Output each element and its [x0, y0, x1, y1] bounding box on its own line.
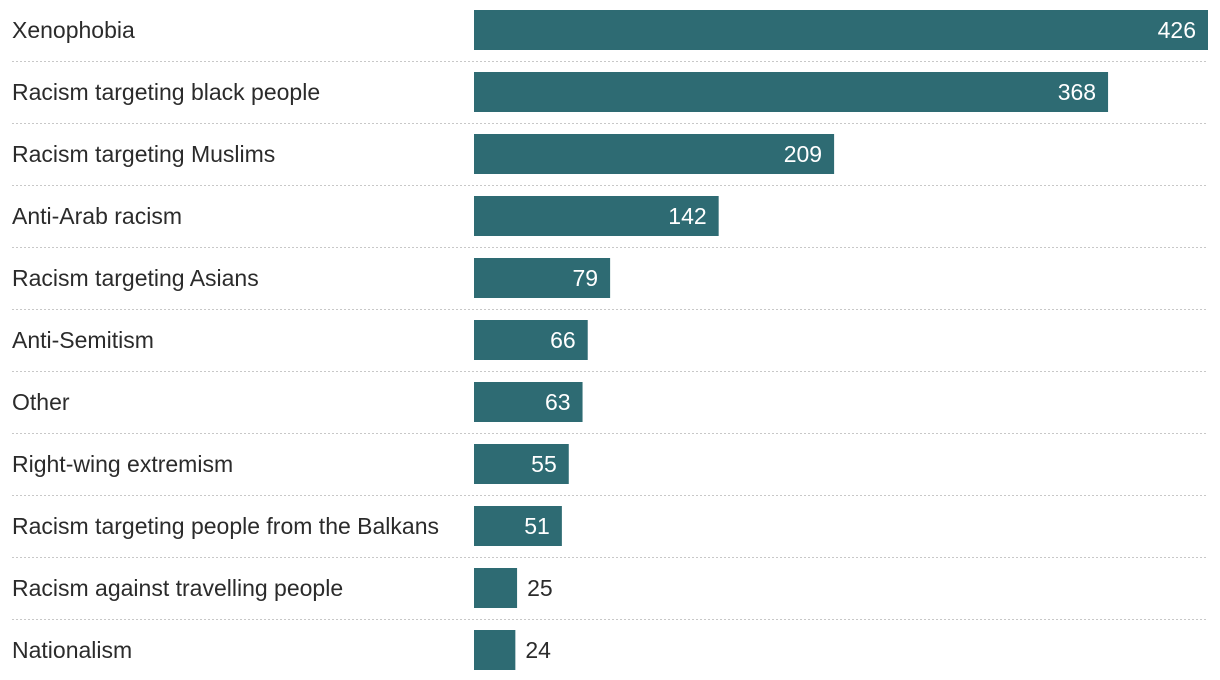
bar [474, 258, 611, 298]
value-label: 24 [525, 637, 551, 663]
chart-row: Xenophobia 426 [12, 10, 1208, 62]
chart-row: Racism targeting people from the Balkans… [12, 506, 1208, 558]
category-label: Anti-Semitism [12, 327, 154, 353]
bar [474, 382, 583, 422]
category-label: Other [12, 389, 70, 415]
category-label: Right-wing extremism [12, 451, 233, 477]
value-label: 79 [573, 265, 599, 291]
value-label: 55 [531, 451, 557, 477]
category-label: Racism against travelling people [12, 575, 343, 601]
category-label: Nationalism [12, 637, 132, 663]
bar [474, 506, 562, 546]
category-label: Racism targeting Muslims [12, 141, 275, 167]
chart-row: Right-wing extremism 55 [12, 444, 1208, 496]
bar [474, 196, 719, 236]
bar [474, 72, 1109, 112]
bar [474, 320, 588, 360]
bar [474, 568, 518, 608]
value-label: 426 [1158, 17, 1196, 43]
bar [474, 10, 1208, 50]
chart-row: Racism against travelling people 25 [12, 568, 1208, 620]
value-label: 25 [527, 575, 553, 601]
value-label: 368 [1058, 79, 1096, 105]
value-label: 66 [550, 327, 576, 353]
category-label: Racism targeting Asians [12, 265, 259, 291]
chart-row: Racism targeting black people 368 [12, 72, 1208, 124]
chart-row: Other 63 [12, 382, 1208, 434]
category-label: Racism targeting people from the Balkans [12, 513, 439, 539]
chart-row: Racism targeting Asians 79 [12, 258, 1208, 310]
value-label: 142 [668, 203, 706, 229]
bar [474, 444, 569, 484]
chart-row: Anti-Semitism 66 [12, 320, 1208, 372]
bar [474, 630, 516, 670]
value-label: 51 [524, 513, 550, 539]
value-label: 63 [545, 389, 571, 415]
category-label: Xenophobia [12, 17, 135, 43]
chart-row: Nationalism 24 [12, 630, 551, 670]
category-label: Racism targeting black people [12, 79, 320, 105]
chart-row: Anti-Arab racism 142 [12, 196, 1208, 248]
chart-row: Racism targeting Muslims 209 [12, 134, 1208, 186]
value-label: 209 [784, 141, 822, 167]
category-label: Anti-Arab racism [12, 203, 182, 229]
bar [474, 134, 835, 174]
